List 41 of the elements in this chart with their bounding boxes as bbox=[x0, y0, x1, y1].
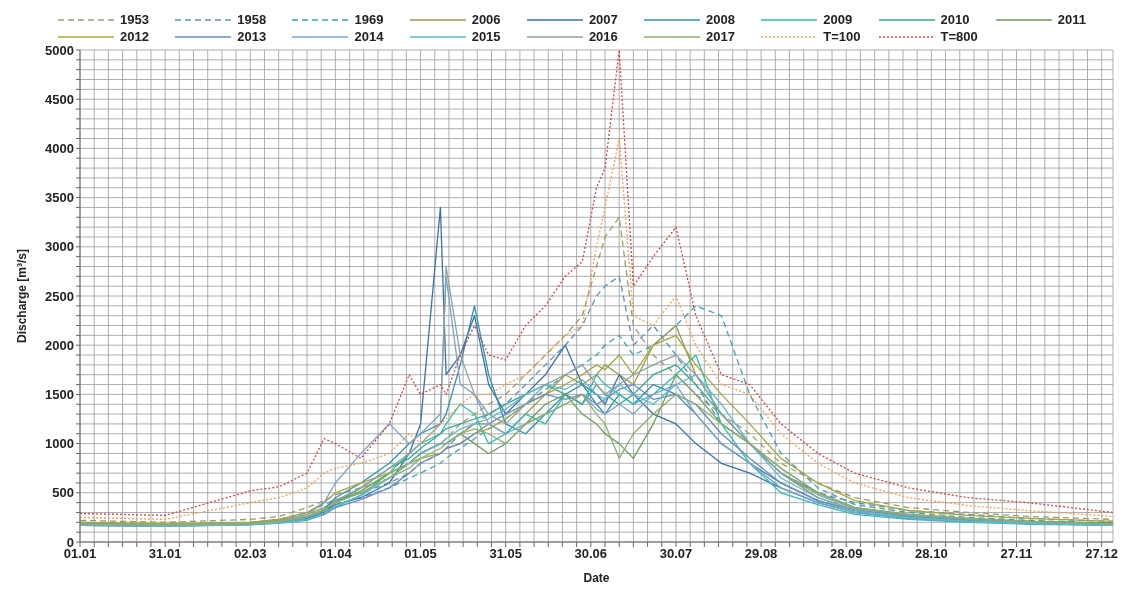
y-tick-label: 2500 bbox=[45, 288, 74, 304]
y-tick-label: 1500 bbox=[45, 387, 74, 403]
legend-label: 2008 bbox=[706, 12, 736, 27]
legend-label: T=800 bbox=[940, 29, 978, 44]
x-tick-label: 31.01 bbox=[148, 546, 182, 562]
y-tick-label: 3000 bbox=[45, 239, 74, 255]
x-tick-label: 28.09 bbox=[829, 546, 863, 562]
y-tick-label: 2000 bbox=[45, 337, 74, 353]
x-axis-title: Date bbox=[583, 571, 610, 585]
y-tick-label: 500 bbox=[52, 485, 74, 501]
y-tick-label: 4000 bbox=[45, 141, 74, 157]
legend-label: 2015 bbox=[471, 29, 501, 44]
legend-label: 1958 bbox=[237, 12, 267, 27]
x-tick-label: 30.06 bbox=[574, 546, 608, 562]
y-axis-title: Discharge [m³/s] bbox=[15, 248, 30, 344]
x-tick-label: 30.07 bbox=[659, 546, 693, 562]
x-tick-label: 28.10 bbox=[915, 546, 948, 562]
x-tick-label: 29.08 bbox=[744, 546, 778, 562]
legend-label: 1969 bbox=[354, 12, 384, 27]
y-tick-label: 5000 bbox=[45, 42, 74, 58]
x-tick-label: 01.05 bbox=[404, 546, 437, 562]
legend-label: 2017 bbox=[706, 29, 736, 44]
y-tick-label: 4500 bbox=[45, 91, 74, 107]
legend-label: 2006 bbox=[471, 12, 501, 27]
legend-label: 2009 bbox=[823, 12, 853, 27]
legend-label: 1953 bbox=[120, 12, 149, 27]
legend-label: 2014 bbox=[354, 29, 384, 44]
y-tick-label: 3500 bbox=[45, 190, 74, 206]
legend-label: 2007 bbox=[588, 12, 618, 27]
legend-label: T=100 bbox=[823, 29, 861, 44]
x-tick-label: 01.04 bbox=[319, 546, 353, 562]
legend-label: 2010 bbox=[940, 12, 970, 27]
legend-label: 2011 bbox=[1057, 12, 1086, 27]
x-tick-label: 02.03 bbox=[234, 546, 267, 562]
legend-label: 2013 bbox=[237, 29, 267, 44]
legend-label: 2016 bbox=[588, 29, 618, 44]
x-tick-label: 27.11 bbox=[1000, 546, 1033, 562]
y-tick-label: 1000 bbox=[45, 436, 74, 452]
x-tick-label: 31.05 bbox=[489, 546, 522, 562]
x-tick-label: 27.12 bbox=[1085, 546, 1118, 562]
legend-label: 2012 bbox=[120, 29, 149, 44]
